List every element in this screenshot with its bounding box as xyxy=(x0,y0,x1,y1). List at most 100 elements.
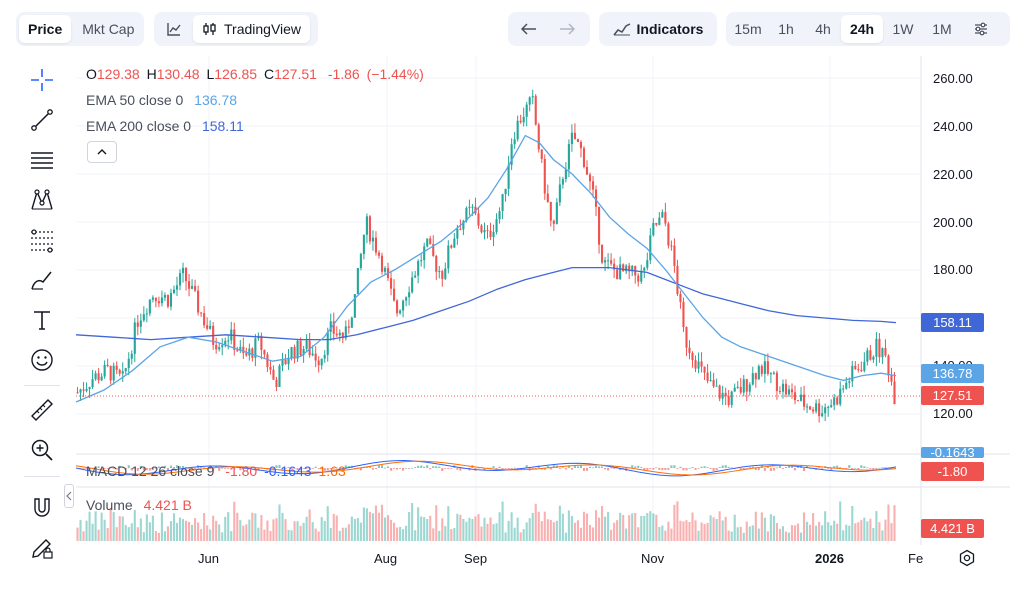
candle-body xyxy=(688,347,691,353)
ema50-legend[interactable]: EMA 50 close 0 136.78 xyxy=(86,92,240,108)
candle-body xyxy=(411,277,414,293)
candle-body xyxy=(462,220,465,230)
macd-histogram-bar xyxy=(555,465,558,468)
candle-body xyxy=(760,366,763,374)
candle-body xyxy=(405,297,408,301)
top-toolbar: Price Mkt Cap TradingView Indicators 15m… xyxy=(0,0,1024,56)
interval-1w[interactable]: 1W xyxy=(892,21,914,37)
candle-body xyxy=(860,369,863,371)
candle-body xyxy=(492,232,495,238)
interval-4h[interactable]: 4h xyxy=(815,21,831,37)
back-arrow-button[interactable] xyxy=(511,15,547,43)
pattern-tool[interactable] xyxy=(26,184,58,216)
volume-bar xyxy=(878,522,881,541)
collapse-legend-button[interactable] xyxy=(87,141,117,163)
candle-body xyxy=(233,329,236,350)
horizontal-lines-tool[interactable] xyxy=(26,144,58,176)
volume-bar xyxy=(619,512,622,541)
volume-bar xyxy=(257,527,260,541)
macd-histogram-bar xyxy=(631,465,634,468)
volume-bar xyxy=(564,532,567,541)
tab-mkt-cap[interactable]: Mkt Cap xyxy=(82,21,135,37)
emoji-tool[interactable] xyxy=(26,344,58,376)
macd-histogram-bar xyxy=(658,468,661,470)
macd-histogram-bar xyxy=(809,467,812,469)
text-tool[interactable] xyxy=(26,304,58,336)
volume-bar xyxy=(757,528,760,541)
macd-histogram-bar xyxy=(552,465,555,468)
collapse-sidebar-handle[interactable] xyxy=(64,484,74,508)
candle-body xyxy=(724,392,727,397)
macd-histogram-bar xyxy=(420,465,423,468)
candle-body xyxy=(260,335,263,350)
volume-bar xyxy=(793,525,797,541)
macd-histogram-bar xyxy=(887,467,890,469)
indicators-button[interactable]: Indicators xyxy=(602,15,714,43)
volume-bar xyxy=(121,516,124,541)
macd-legend[interactable]: MACD 12 26 close 9 -1.80 -0.1643 1.63 xyxy=(86,463,349,479)
macd-histogram-bar xyxy=(818,467,821,469)
volume-bar xyxy=(622,514,625,541)
volume-bar xyxy=(281,512,284,541)
macd-histogram-bar xyxy=(588,466,592,468)
time-axis-settings-button[interactable] xyxy=(958,549,976,572)
interval-1m[interactable]: 1M xyxy=(932,21,952,37)
macd-histogram-bar xyxy=(350,465,353,468)
volume-bar xyxy=(724,516,727,541)
crosshair-tool[interactable] xyxy=(26,64,58,96)
candle-body xyxy=(522,116,525,123)
chevron-left-icon xyxy=(66,491,72,501)
volume-legend[interactable]: Volume 4.421 B xyxy=(86,497,195,513)
macd-histogram-bar xyxy=(471,465,474,468)
ruler-tool[interactable] xyxy=(26,394,58,426)
candle-body xyxy=(459,228,462,230)
tradingview-button[interactable]: TradingView xyxy=(193,15,311,43)
candle-body xyxy=(866,350,869,362)
candle-body xyxy=(175,285,179,290)
ema200-legend[interactable]: EMA 200 close 0 158.11 xyxy=(86,118,247,134)
parallel-lines-icon xyxy=(31,152,53,169)
candle-body xyxy=(396,300,399,314)
macd-histogram-bar xyxy=(697,468,700,469)
fib-retracement-tool[interactable] xyxy=(26,224,58,256)
macd-histogram-bar xyxy=(679,466,682,468)
macd-histogram-bar xyxy=(380,465,384,468)
candle-body xyxy=(778,391,781,393)
volume-bar xyxy=(775,522,778,541)
magnet-tool[interactable] xyxy=(26,492,58,524)
forward-arrow-button[interactable] xyxy=(549,15,585,43)
volume-bar xyxy=(194,518,197,541)
candle-body xyxy=(594,189,598,207)
volume-bar xyxy=(790,525,794,541)
volume-bar xyxy=(317,531,320,541)
brush-tool[interactable] xyxy=(26,264,58,296)
candle-body xyxy=(634,265,637,276)
trend-line-tool[interactable] xyxy=(26,104,58,136)
macd-histogram-bar xyxy=(652,468,655,470)
volume-bar xyxy=(396,527,399,541)
volume-bar xyxy=(242,525,245,541)
volume-bar xyxy=(655,514,658,541)
lock-drawings-tool[interactable] xyxy=(26,532,58,564)
zoom-tool[interactable] xyxy=(26,434,58,466)
chart-settings-button[interactable] xyxy=(961,15,1001,43)
volume-bar xyxy=(326,506,329,541)
candle-body xyxy=(112,365,115,381)
candle-body xyxy=(824,407,827,414)
volume-bar xyxy=(94,511,97,541)
candle-body xyxy=(733,387,736,392)
interval-24h[interactable]: 24h xyxy=(841,15,883,43)
interval-15m[interactable]: 15m xyxy=(734,21,762,37)
volume-bar xyxy=(745,521,748,541)
macd-histogram-bar xyxy=(706,467,709,468)
volume-bar xyxy=(239,520,242,541)
candle-body xyxy=(136,322,139,327)
line-chart-button[interactable] xyxy=(157,15,191,43)
volume-bar xyxy=(76,527,79,541)
volume-bar xyxy=(320,517,323,541)
interval-1h[interactable]: 1h xyxy=(778,21,794,37)
tab-price[interactable]: Price xyxy=(19,15,72,43)
volume-bar xyxy=(597,517,601,541)
settings-sliders-icon xyxy=(975,22,987,36)
interval-switch: 15m 1h 4h 24h 1W 1M xyxy=(726,12,1010,46)
